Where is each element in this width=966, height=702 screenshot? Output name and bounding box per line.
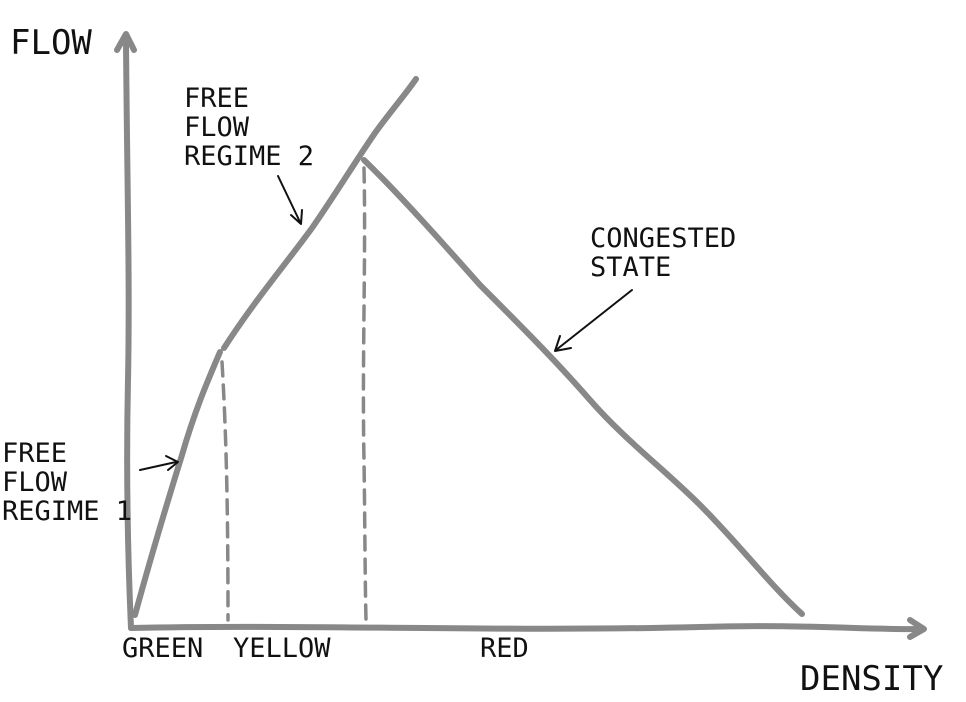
x-axis [128,623,923,633]
y-axis [123,37,134,631]
congested-line-1: CONGESTED [590,223,736,254]
zone-label-green: GREEN [122,633,203,664]
arrow-free-flow-2 [277,175,303,225]
free-flow-2-line-1: FREE [184,83,249,114]
arrow-congested [554,289,633,352]
x-axis-label: DENSITY [800,659,943,699]
free-flow-1-line-1: FREE [2,438,67,469]
free-flow-2-line-2: FLOW [184,112,250,143]
zone-label-red: RED [480,633,529,664]
yellow-red-divider [361,166,368,622]
free-flow-1-line-3: REGIME 1 [2,496,132,527]
x-axis-arrowhead [907,617,927,640]
free-flow-2-line-3: REGIME 2 [184,141,314,172]
green-yellow-divider [220,360,230,622]
arrow-free-flow-1 [139,455,179,471]
free-flow-regime-1-curve [132,349,223,618]
zone-label-yellow: YELLOW [233,633,331,664]
congested-line-2: STATE [590,252,671,283]
y-axis-arrowhead [114,31,137,53]
congested-state-curve [361,157,805,617]
free-flow-regime-2-curve [221,76,419,351]
free-flow-1-line-2: FLOW [2,467,68,498]
y-axis-label: FLOW [10,23,92,63]
